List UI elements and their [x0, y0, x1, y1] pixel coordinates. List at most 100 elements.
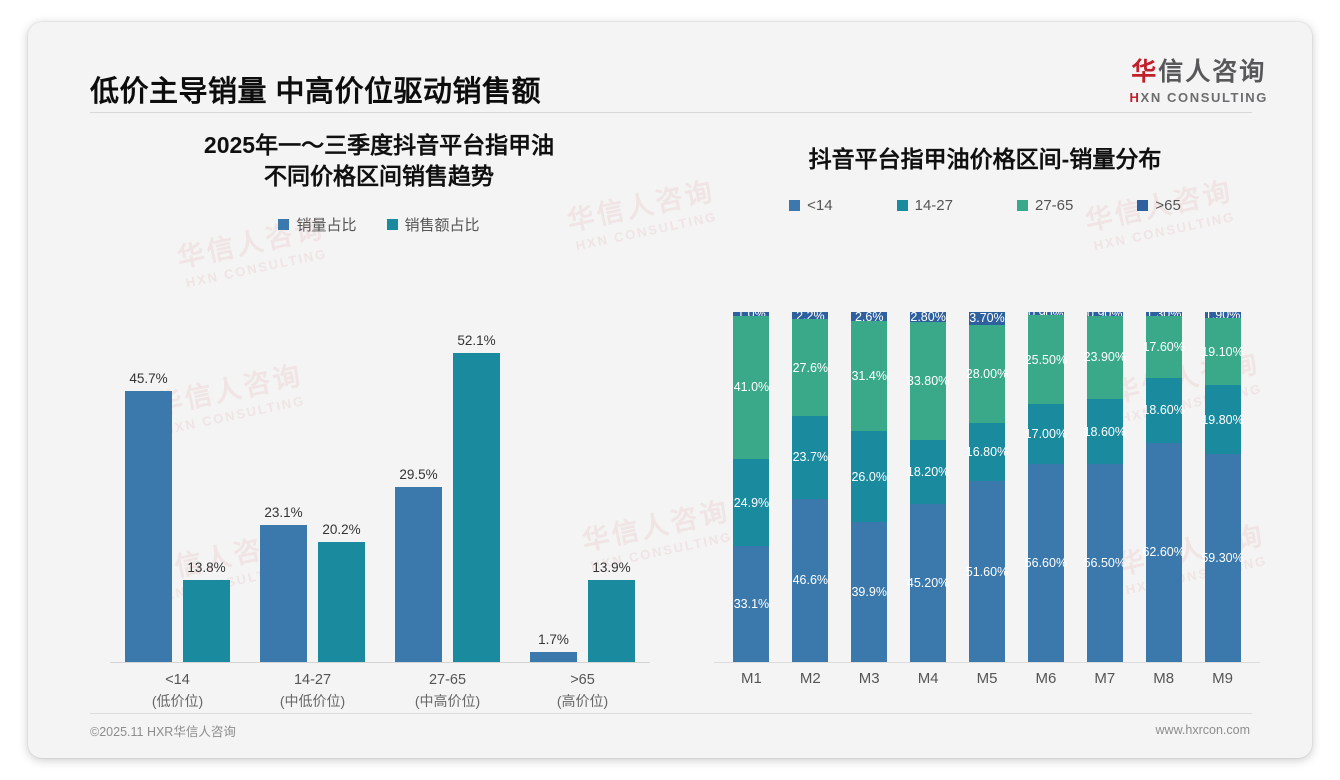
bar-销售额占比->65[interactable]: 13.9% — [588, 306, 635, 662]
legend-swatch-icon — [789, 200, 801, 212]
xaxis-label-main: >65 — [570, 672, 595, 688]
segment-value-label: 28.00% — [965, 366, 1009, 381]
stacked-bar-M2[interactable]: 2.2% 27.6% 23.7% 46.6% — [792, 312, 829, 662]
chart-title-left: 2025年一～三季度抖音平台指甲油 不同价格区间销售趋势 — [74, 130, 684, 192]
legend-swatch-icon — [386, 219, 398, 231]
legend-item-销售额占比[interactable]: 销售额占比 — [386, 214, 480, 235]
segment-value-label: 18.60% — [1083, 424, 1126, 439]
legend-item-27-65[interactable]: 27-65 — [1017, 197, 1073, 214]
legend-label: 销售额占比 — [404, 217, 480, 235]
stacked-bar-M1[interactable]: 1.0%41.0%24.9%33.1% — [733, 312, 770, 662]
stacked-segment-<14-M2: 46.6% — [792, 498, 829, 662]
bar-销量占比-14-27[interactable]: 23.1% — [260, 306, 307, 662]
stacked-segment-27-65-M1: 41.0% — [733, 315, 770, 460]
slide-header: 低价主导销量 中高价位驱动销售额 华信人咨询 HXN CONSULTING — [28, 22, 1312, 114]
bar-销量占比->65[interactable]: 1.7% — [530, 306, 577, 662]
xaxis-label-14-27: 14-27 (中低价位) — [245, 670, 380, 711]
legend-item-销量占比[interactable]: 销量占比 — [278, 214, 357, 235]
bar-销售额占比-<14[interactable]: 13.8% — [183, 306, 230, 662]
legend-item-14-27[interactable]: 14-27 — [896, 197, 953, 215]
stacked-segment-14-27-M5: 16.80% — [966, 422, 1008, 482]
segment-value-label: 56.50% — [1083, 556, 1126, 571]
stacked-segment-14-27-M4: 18.20% — [906, 440, 950, 504]
segment-value-label: 23.7% — [792, 450, 829, 465]
legend-swatch-icon — [1017, 200, 1028, 212]
stacked-segment-27-65-M3: 31.4% — [851, 321, 888, 432]
stacked-segment-14-27-M1: 24.9% — [733, 459, 770, 547]
segment-value-label: 19.10% — [1201, 344, 1244, 359]
stacked-bar-M3[interactable]: 2.6% 31.4% 26.0% 39.9% — [851, 312, 888, 662]
stacked-segment-14-27-M7: 18.60% — [1083, 399, 1126, 465]
legend-item->65[interactable]: >65 — [1137, 197, 1181, 215]
stacked-segment-27-65-M9: 19.10% — [1201, 318, 1244, 386]
bar-value-label: 13.9% — [592, 559, 631, 575]
segment-value-label: 17.00% — [1024, 427, 1068, 442]
xaxis-label-M2: M2 — [799, 670, 821, 687]
bar-value-label: 13.8% — [187, 560, 226, 576]
stacked-bar-M7[interactable]: 0.90%23.90%18.60%56.50% — [1083, 312, 1126, 662]
stacked-segment-27-65-M7: 23.90% — [1083, 315, 1126, 400]
stacked-bar-axis-line — [714, 662, 1260, 663]
chart-title-right: 抖音平台指甲油价格区间-销量分布 — [808, 146, 1162, 172]
segment-value-label: 2.6% — [854, 312, 884, 324]
stacked-bar-M6[interactable]: 0.90%25.50%17.00%56.60% — [1024, 312, 1068, 662]
stacked-segment-<14-M8: 62.60% — [1142, 442, 1185, 662]
stacked-segment-<14-M3: 39.9% — [851, 522, 888, 662]
bar-value-label: 45.7% — [129, 370, 168, 386]
segment-value-label: 18.20% — [906, 464, 950, 479]
xaxis-label-sub: (中高价位) — [414, 693, 481, 710]
grouped-bar-axis-line — [110, 662, 650, 663]
xaxis-label-M9: M9 — [1212, 670, 1233, 687]
slide-frame: 华信人咨询 HXN CONSULTING 华信人咨询 HXN CONSULTIN… — [28, 22, 1312, 758]
bar-rect — [260, 524, 307, 662]
bar-销量占比-<14[interactable]: 45.7% — [125, 306, 172, 662]
segment-value-label: 1.90% — [1204, 312, 1241, 322]
segment-value-label: 3.70% — [969, 312, 1005, 326]
header-divider — [90, 112, 1252, 113]
stacked-segment-14-27-M6: 17.00% — [1024, 404, 1068, 464]
bar-group-27-65: 29.5% 52.1% — [380, 306, 515, 662]
bar-销售额占比-14-27[interactable]: 20.2% — [318, 306, 365, 662]
legend-item-<14[interactable]: <14 — [789, 197, 833, 215]
legend-label: 14-27 — [914, 197, 953, 215]
segment-value-label: 33.1% — [733, 597, 770, 612]
segment-value-label: 51.60% — [965, 564, 1009, 579]
chart-legend-right: <14 14-27 27-65 >65 — [696, 197, 1274, 214]
bar-销量占比-27-65[interactable]: 29.5% — [395, 306, 442, 662]
bar-value-label: 20.2% — [322, 522, 361, 538]
bar-group->65: 1.7% 13.9% — [515, 306, 650, 662]
chart-legend-left: 销量占比 销售额占比 — [74, 214, 684, 235]
stacked-bar-M5[interactable]: 3.70% 28.00% 16.80% 51.60% — [965, 312, 1009, 662]
bar-rect — [183, 580, 230, 662]
stacked-segment-<14-M1: 33.1% — [733, 546, 770, 662]
legend-label: 销量占比 — [296, 217, 357, 235]
segment-value-label: 23.90% — [1083, 350, 1126, 365]
stacked-segment-27-65-M6: 25.50% — [1024, 315, 1068, 405]
brand-logo-cn: 华信人咨询 — [1130, 60, 1268, 85]
xaxis-label-27-65: 27-65 (中高价位) — [380, 670, 515, 711]
stacked-segment-<14-M4: 45.20% — [906, 503, 950, 662]
stacked-bar-M9[interactable]: 1.90% 19.10% 19.80% 59.30% — [1201, 312, 1244, 662]
stacked-bar-M8[interactable]: 1.30%17.60%18.60%62.60% — [1142, 312, 1185, 662]
segment-value-label: 45.20% — [906, 575, 950, 590]
segment-value-label: 18.60% — [1142, 403, 1185, 418]
segment-value-label: 31.4% — [851, 369, 887, 384]
bar-销售额占比-27-65[interactable]: 52.1% — [453, 306, 500, 662]
page-title: 低价主导销量 中高价位驱动销售额 — [90, 76, 542, 108]
legend-label: >65 — [1155, 197, 1181, 215]
brand-logo-cn-rest: 信人咨询 — [1158, 58, 1267, 86]
bar-rect — [395, 486, 442, 662]
segment-value-label: 59.30% — [1201, 551, 1244, 566]
segment-value-label: 27.6% — [792, 360, 829, 375]
brand-logo-en-rest: XN CONSULTING — [1140, 90, 1268, 105]
segment-value-label: 25.50% — [1024, 352, 1068, 367]
legend-label: <14 — [807, 197, 833, 215]
bar-value-label: 29.5% — [399, 466, 438, 482]
stacked-bar-M4[interactable]: 2.80% 33.80% 18.20% 45.20% — [906, 312, 950, 662]
brand-logo: 华信人咨询 HXN CONSULTING — [1130, 60, 1268, 105]
brand-logo-en: HXN CONSULTING — [1130, 91, 1268, 104]
brand-logo-en-accent: H — [1129, 90, 1141, 105]
segment-value-label: 62.60% — [1142, 545, 1185, 560]
chart-panel-price-band-trend: 2025年一～三季度抖音平台指甲油 不同价格区间销售趋势 销量占比 销售额占比 4… — [74, 130, 684, 710]
